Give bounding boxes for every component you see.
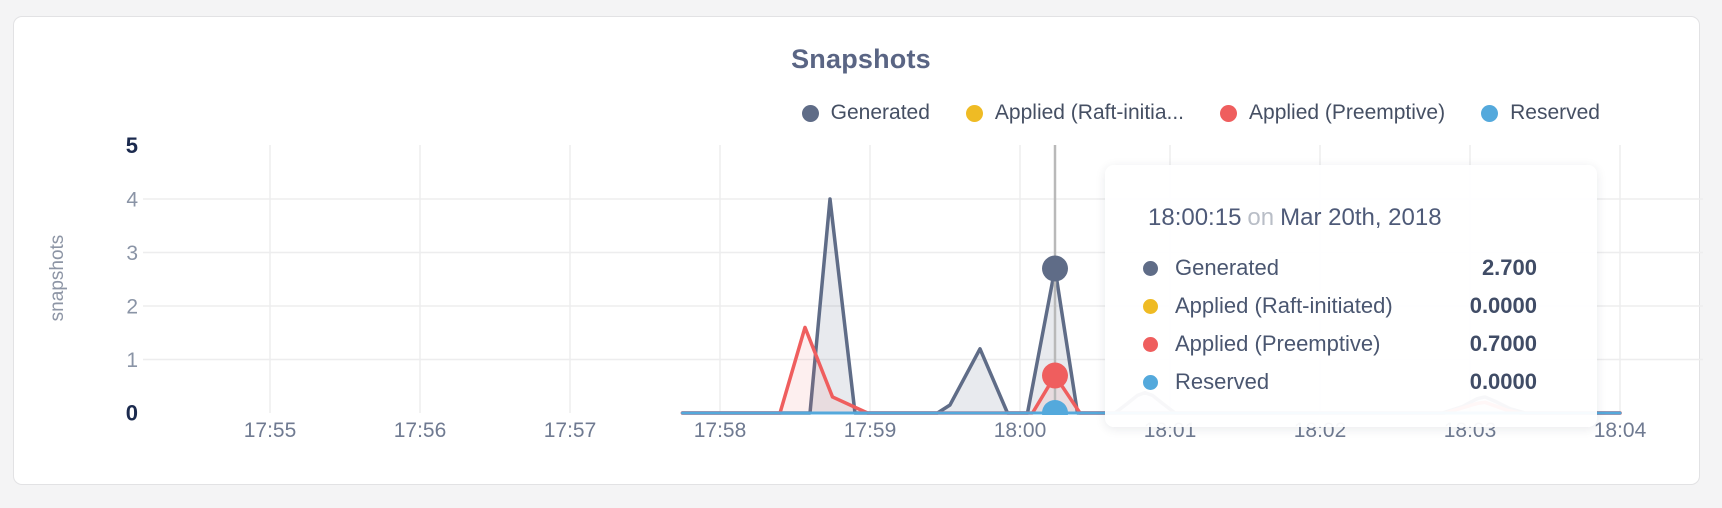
legend-item-label: Applied (Raft-initia... <box>994 101 1185 124</box>
legend-item-label: Reserved <box>1510 101 1600 124</box>
hover-marker-reserved <box>1042 400 1068 415</box>
chart-legend: Generated Applied (Raft-initia... Applied … <box>801 101 1600 125</box>
legend-item-label: Applied (Preemptive) <box>1249 101 1446 124</box>
y-tick-label: 3 <box>126 242 138 265</box>
hover-marker-generated <box>1042 255 1068 282</box>
tooltip-series-dot-icon <box>1143 336 1158 352</box>
tooltip-series-label: Applied (Preemptive) <box>1175 331 1381 356</box>
tooltip-on-word: on <box>1247 204 1275 231</box>
tooltip-series-value: 0.7000 <box>1469 331 1537 356</box>
legend-item-applied-preemptive[interactable]: Applied (Preemptive) <box>1220 101 1445 125</box>
legend-dot-icon <box>1220 104 1238 122</box>
tooltip-series-value: 2.700 <box>1481 255 1537 280</box>
tooltip-time: 18:00:15 <box>1148 204 1242 231</box>
legend-item-generated[interactable]: Generated <box>801 101 930 125</box>
y-tick-label: 1 <box>126 349 138 372</box>
tooltip-row: Applied (Raft-initiated) 0.0000 <box>1143 287 1537 325</box>
tooltip-series-dot-icon <box>1143 298 1158 314</box>
tooltip-series-value: 0.0000 <box>1469 293 1537 318</box>
tooltip-series-label: Applied (Raft-initiated) <box>1175 293 1393 318</box>
tooltip-row: Applied (Preemptive) 0.7000 <box>1143 325 1537 363</box>
legend-item-reserved[interactable]: Reserved <box>1481 101 1600 125</box>
x-tick-label: 17:55 <box>244 419 297 442</box>
legend-dot-icon <box>1481 104 1499 122</box>
chart-title: Snapshots <box>791 44 931 74</box>
tooltip-row: Generated 2.700 <box>1143 249 1537 287</box>
tooltip-series-dot-icon <box>1143 260 1158 276</box>
x-tick-label: 17:58 <box>694 419 747 442</box>
tooltip-series-value: 0.0000 <box>1469 369 1537 394</box>
legend-dot-icon <box>801 104 819 122</box>
x-tick-label: 18:04 <box>1594 419 1647 442</box>
x-tick-label: 17:59 <box>844 419 897 442</box>
y-tick-label: 2 <box>126 296 138 319</box>
tooltip-row: Reserved 0.0000 <box>1143 363 1537 401</box>
tooltip-rows: Generated 2.700 Applied (Raft-initiated) 0.… <box>1143 249 1537 401</box>
tooltip-series-dot-icon <box>1143 374 1158 390</box>
hover-marker-applied-preemptive <box>1042 362 1068 389</box>
tooltip-series-label: Generated <box>1175 255 1279 280</box>
y-tick-label: 5 <box>126 133 138 158</box>
x-tick-label: 17:57 <box>544 419 597 442</box>
y-tick-label: 0 <box>126 401 138 426</box>
tooltip-series-label: Reserved <box>1175 369 1270 394</box>
legend-dot-icon <box>965 104 983 122</box>
tooltip-header: 18:00:15 on Mar 20th, 2018 <box>1148 201 1537 235</box>
hover-tooltip: 18:00:15 on Mar 20th, 2018 Generated 2.700 A… <box>1105 165 1597 427</box>
legend-item-applied-raft-initia[interactable]: Applied (Raft-initia... <box>965 101 1185 125</box>
y-tick-label: 4 <box>126 189 138 212</box>
x-tick-label: 18:00 <box>994 419 1047 442</box>
legend-item-label: Generated <box>830 101 930 124</box>
x-tick-label: 17:56 <box>394 419 447 442</box>
tooltip-date: Mar 20th, 2018 <box>1280 204 1442 231</box>
